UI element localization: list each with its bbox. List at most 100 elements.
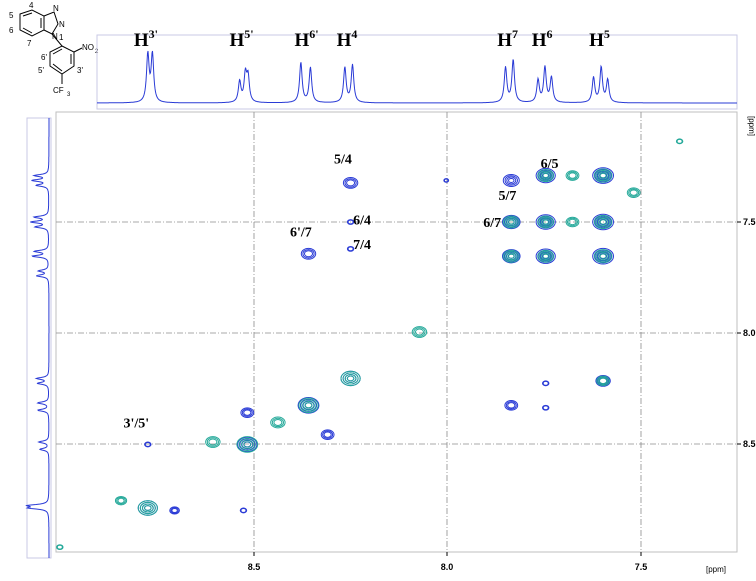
x-tick-label: 8.0: [441, 562, 454, 572]
contour-ring: [535, 214, 556, 230]
contour-ring: [208, 438, 218, 446]
contour-peak: [675, 138, 684, 145]
contour-ring: [593, 214, 613, 230]
contour-ring: [206, 437, 219, 447]
contour-peak: [320, 429, 335, 440]
contour-ring: [502, 215, 520, 229]
contour-ring: [540, 252, 551, 261]
contour-ring: [565, 216, 580, 228]
contour-ring: [501, 249, 521, 264]
contour-peaks: [56, 138, 684, 551]
contour-ring: [566, 171, 578, 180]
contour-ring: [271, 417, 284, 428]
n-aryl-bond: [51, 33, 63, 47]
contour-ring: [139, 501, 156, 515]
contour-ring: [323, 431, 332, 438]
contour-peak: [144, 441, 152, 448]
top-peak-label: H7: [497, 27, 518, 51]
grid-lines: [56, 112, 737, 552]
top-peak-label: H3': [134, 27, 158, 51]
atom-label: N: [59, 20, 65, 29]
x-axis: 8.5 8.0 7.5 [ppm]: [248, 552, 726, 574]
atom-label: 1: [59, 33, 64, 42]
contour-ring: [169, 506, 180, 515]
contour-ring: [506, 218, 517, 226]
contour-ring: [240, 439, 254, 450]
contour-ring: [595, 216, 611, 228]
contour-peak: [537, 249, 555, 263]
contour-ring: [566, 217, 578, 227]
contour-ring: [236, 436, 259, 453]
contour-ring: [537, 215, 555, 229]
contour-peak: [593, 168, 613, 183]
contour-peak: [340, 370, 361, 387]
contour-peak: [537, 215, 555, 229]
contour-ring: [629, 189, 638, 196]
contour-ring: [542, 253, 549, 259]
contour-ring: [628, 188, 640, 197]
contour-ring: [540, 218, 551, 226]
contour-peak: [596, 375, 610, 387]
contour-ring: [170, 507, 179, 514]
contour-ring: [413, 327, 426, 337]
contour-ring: [298, 397, 319, 414]
contour-peak: [504, 400, 519, 411]
contour-ring: [342, 372, 359, 385]
contour-ring: [537, 169, 555, 183]
contour-ring: [506, 176, 517, 185]
contour-ring: [539, 251, 552, 261]
contour-peak: [537, 169, 555, 183]
contour-ring: [240, 508, 247, 513]
contour-peak: [565, 216, 580, 228]
contour-peak: [169, 506, 180, 515]
contour-ring: [344, 178, 357, 188]
contour-ring: [507, 402, 516, 409]
y-tick-label: 7.5: [743, 217, 756, 227]
top-peak-label: H6': [295, 27, 319, 51]
contour-peak: [298, 397, 319, 414]
contour-ring: [599, 253, 607, 259]
contour-ring: [117, 497, 125, 504]
contour-ring: [542, 405, 549, 411]
contour-peak: [502, 215, 520, 229]
contour-peak: [502, 173, 520, 187]
contour-ring: [597, 171, 609, 180]
contour-ring: [542, 380, 549, 386]
x-tick-label: 8.5: [248, 562, 261, 572]
contour-ring: [205, 436, 221, 448]
contour-ring: [537, 249, 555, 263]
cross-peak-label: 5/4: [334, 152, 352, 167]
atom-label: 4: [29, 1, 34, 10]
contour-peak: [411, 326, 428, 338]
contour-peak: [593, 214, 613, 230]
contour-peak: [346, 245, 355, 252]
contour-ring: [539, 217, 552, 227]
contour-ring: [539, 251, 553, 262]
contour-ring: [595, 250, 611, 262]
contour-ring: [598, 377, 608, 385]
contour-ring: [595, 169, 611, 182]
contour-ring: [347, 219, 354, 225]
contour-ring: [568, 172, 577, 179]
top-peak-labels: H3' H5' H6' H4 H7 H6 H5: [134, 27, 610, 51]
contour-ring: [340, 370, 361, 387]
top-projection-frame: [96, 34, 738, 110]
contour-ring: [171, 507, 178, 513]
contour-ring: [539, 170, 553, 181]
contour-peak: [240, 407, 255, 418]
contour-ring: [597, 376, 609, 386]
atom-label: N: [53, 4, 59, 13]
contour-ring: [535, 248, 556, 264]
contour-ring: [320, 429, 335, 440]
contour-ring: [592, 213, 614, 231]
contour-ring: [539, 171, 552, 181]
atom-label: 3: [67, 92, 71, 98]
contour-ring: [596, 170, 610, 181]
cross-peak-label: 6/7: [483, 216, 501, 231]
contour-ring: [504, 216, 518, 228]
contour-peak: [342, 176, 359, 189]
contour-ring: [322, 430, 334, 439]
atom-label: 6': [41, 53, 47, 62]
contour-ring: [347, 246, 354, 252]
